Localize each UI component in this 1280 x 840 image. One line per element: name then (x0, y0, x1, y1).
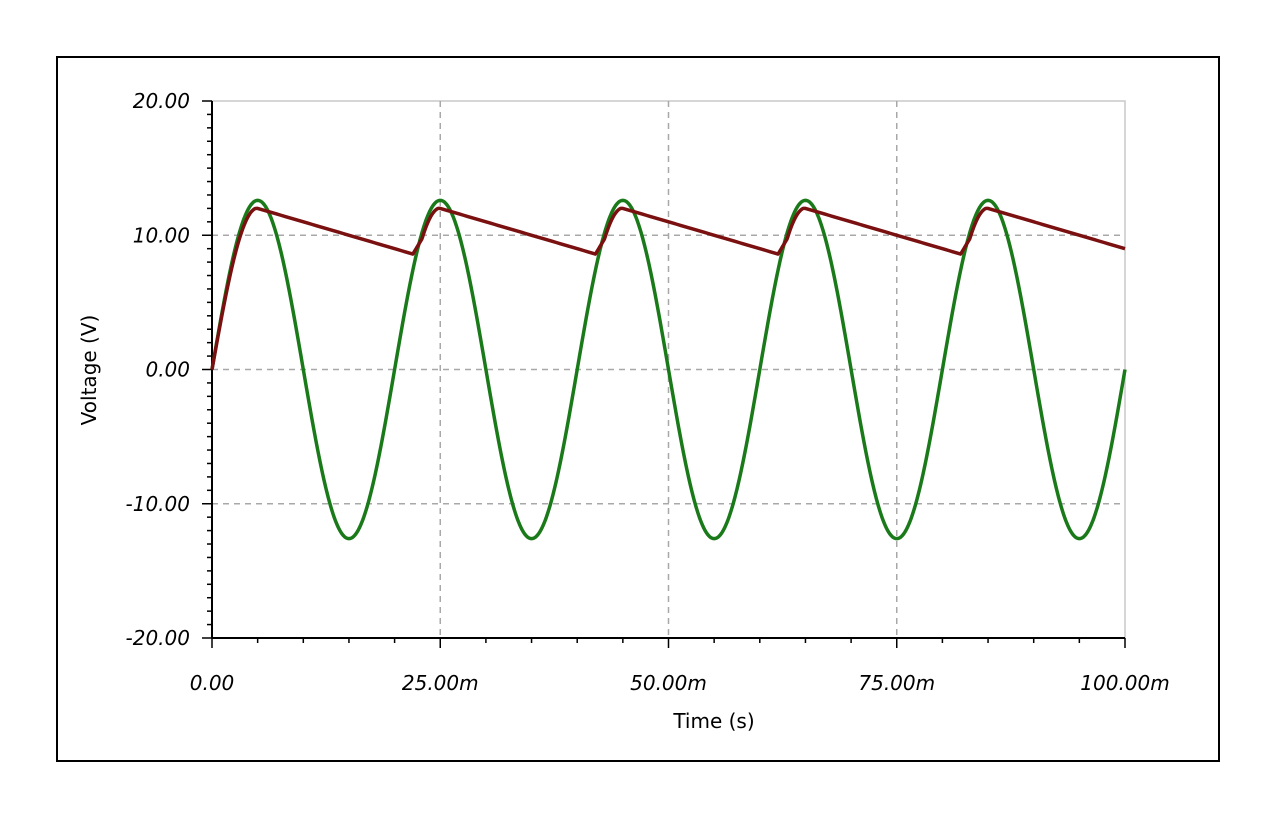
x-tick-label: 50.00m (630, 671, 707, 695)
x-axis-label: Time (s) (672, 709, 754, 733)
y-tick-label: 0.00 (145, 358, 190, 382)
series-line-ripple (210, 206, 1126, 370)
y-tick-label: 20.00 (133, 89, 190, 113)
y-tick-label: 10.00 (133, 223, 190, 247)
axes (202, 100, 1126, 648)
series-line-sine (210, 198, 1127, 541)
y-tick-label: -10.00 (126, 492, 190, 516)
chart-frame (56, 56, 1220, 762)
x-tick-label: 100.00m (1080, 671, 1169, 695)
x-tick-label: 0.00 (190, 671, 235, 695)
x-tick-label: 25.00m (402, 671, 479, 695)
y-axis-label: Voltage (V) (77, 315, 101, 426)
x-tick-label: 75.00m (858, 671, 935, 695)
series-group (210, 198, 1127, 541)
y-tick-label: -20.00 (126, 626, 190, 650)
